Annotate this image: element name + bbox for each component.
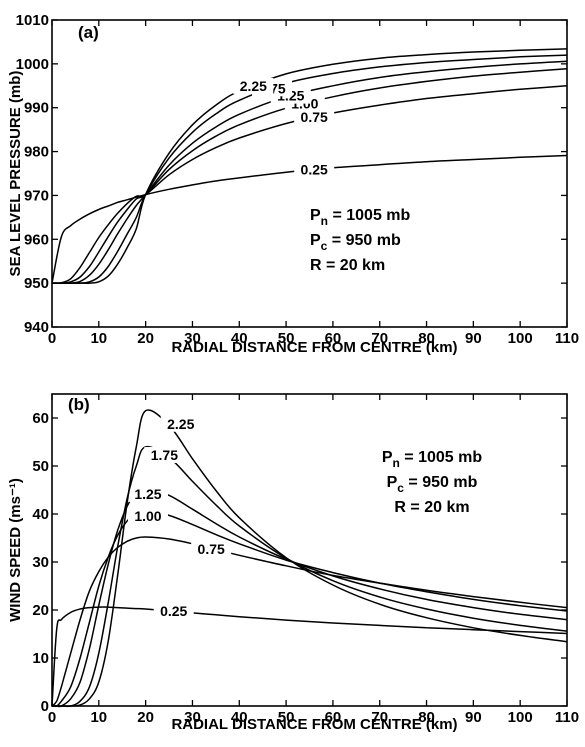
x-tick-label: 30 — [184, 330, 201, 347]
series-line-1.00 — [51, 67, 568, 284]
x-tick-label: 20 — [137, 709, 154, 726]
parameter-annotation: Pc = 950 mb — [310, 232, 401, 253]
x-tick-label: 100 — [508, 330, 533, 347]
parameter-annotation: Pc = 950 mb — [387, 474, 478, 495]
y-tick-label: 1000 — [16, 56, 49, 73]
y-tick-label: 60 — [32, 410, 49, 427]
x-tick-label: 40 — [231, 709, 248, 726]
curve-label-bg — [127, 485, 168, 502]
x-axis-label: RADIAL DISTANCE FROM CENTRE (km) — [171, 339, 457, 356]
y-tick-label: 980 — [24, 144, 49, 161]
plot-frame — [51, 19, 568, 328]
curve-label-0.75: 0.75 — [198, 541, 225, 557]
y-tick-label: 0 — [41, 698, 49, 715]
x-tick-label: 80 — [418, 709, 435, 726]
y-tick-label: 10 — [32, 650, 49, 667]
x-tick-label: 90 — [465, 330, 482, 347]
x-tick-label: 80 — [418, 330, 435, 347]
series-line-2.25 — [52, 409, 568, 707]
series-line-0.25 — [51, 606, 568, 707]
y-tick-label: 40 — [32, 506, 49, 523]
y-tick-label: 950 — [24, 275, 49, 292]
x-tick-label: 70 — [371, 330, 388, 347]
curve-label-bg — [233, 77, 274, 94]
x-tick-label: 110 — [555, 330, 579, 347]
parameter-annotation: Pn = 1005 mb — [382, 449, 483, 470]
curve-label-bg — [191, 541, 232, 558]
y-tick-label: 940 — [24, 319, 49, 336]
series-line-2.25 — [52, 48, 568, 284]
curve-label-1.25: 1.25 — [134, 486, 161, 502]
curve-label-bg — [153, 602, 194, 619]
x-tick-label: 90 — [465, 709, 482, 726]
curve-label-bg — [144, 446, 185, 463]
x-tick-label: 20 — [137, 330, 154, 347]
x-tick-label: 110 — [555, 709, 579, 726]
y-tick-label: 990 — [24, 100, 49, 117]
curve-label-bg — [294, 109, 335, 126]
series-line-0.25 — [51, 154, 568, 284]
x-tick-label: 50 — [278, 330, 295, 347]
x-tick-label: 60 — [325, 330, 342, 347]
y-tick-label: 960 — [24, 231, 49, 248]
parameter-annotation: Pn = 1005 mb — [310, 207, 411, 228]
series-line-1.75 — [52, 445, 568, 708]
curve-label-0.25: 0.25 — [160, 603, 187, 619]
curve-label-bg — [294, 161, 335, 178]
panel-label: (a) — [78, 23, 99, 42]
y-axis-label: WIND SPEED (ms⁻¹) — [7, 478, 24, 622]
x-axis-label: RADIAL DISTANCE FROM CENTRE (km) — [171, 716, 457, 733]
curve-label-2.25: 2.25 — [240, 78, 267, 94]
wind-speed-chart: 0 10 20 30 40 50 60 70 80 90 100 1100102030405060RA… — [7, 393, 579, 733]
x-tick-label: 30 — [184, 709, 201, 726]
x-tick-label: 70 — [371, 709, 388, 726]
pressure-chart: 0 10 20 30 40 50 60 70 80 90 100 110 940 950 960 970 980… — [7, 12, 579, 356]
y-tick-label: 970 — [24, 187, 49, 204]
parameter-annotation: R = 20 km — [310, 257, 385, 274]
curve-label-bg — [127, 507, 168, 524]
plot-frame — [51, 393, 568, 707]
x-tick-label: 0 — [48, 709, 56, 726]
y-axis-label: SEA LEVEL PRESSURE (mb) — [7, 71, 24, 277]
curve-label-2.25: 2.25 — [167, 416, 194, 432]
curve-label-0.25: 0.25 — [301, 162, 328, 178]
x-tick-label: 10 — [90, 330, 107, 347]
series-line-0.75 — [51, 85, 568, 284]
y-tick-label: 30 — [32, 554, 49, 571]
x-tick-label: 100 — [508, 709, 533, 726]
curve-label-bg — [160, 415, 201, 432]
y-tick-label: 20 — [32, 602, 49, 619]
y-tick-label: 50 — [32, 458, 49, 475]
series-line-1.25 — [52, 60, 568, 284]
curve-label-0.75: 0.75 — [301, 109, 328, 125]
x-tick-label: 0 — [48, 330, 56, 347]
y-tick-label: 1010 — [16, 12, 49, 29]
x-tick-label: 60 — [325, 709, 342, 726]
x-tick-label: 50 — [278, 709, 295, 726]
curve-label-1.00: 1.00 — [134, 508, 161, 524]
panel-label: (b) — [68, 395, 90, 414]
x-tick-label: 10 — [90, 709, 107, 726]
x-tick-label: 40 — [231, 330, 248, 347]
parameter-annotation: R = 20 km — [394, 499, 469, 516]
curve-label-1.75: 1.75 — [151, 447, 178, 463]
